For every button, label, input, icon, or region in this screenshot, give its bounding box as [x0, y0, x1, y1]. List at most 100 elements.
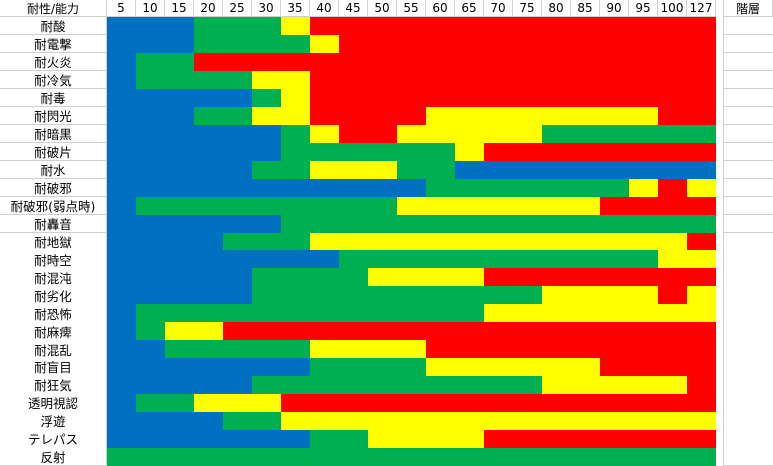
header-level: 5: [107, 0, 136, 17]
header-level: 60: [426, 0, 455, 17]
row-label: 耐電撃: [0, 34, 107, 54]
rating-cell: [107, 250, 339, 269]
row-label: 耐麻痺: [0, 322, 107, 341]
rating-cell: [310, 34, 339, 54]
rating-cell: [194, 52, 716, 72]
row-label: 耐破片: [0, 142, 107, 162]
rating-cell: [426, 358, 600, 377]
rating-cell: [107, 394, 136, 413]
row-label: 耐混乱: [0, 340, 107, 359]
rating-cell: [107, 358, 310, 377]
header-level: 85: [571, 0, 600, 17]
rating-cell: [339, 124, 397, 144]
header-level: 30: [252, 0, 281, 17]
tier-cell: [724, 196, 773, 216]
tier-cell: [724, 52, 773, 72]
rating-cell: [136, 70, 252, 90]
rating-cell: [368, 430, 484, 449]
rating-cell: [281, 394, 716, 413]
rating-cell: [107, 196, 136, 216]
rating-cell: [252, 106, 310, 126]
rating-cell: [658, 250, 716, 269]
rating-cell: [484, 142, 716, 162]
rating-cell: [658, 286, 687, 305]
header-floor: 階層: [724, 0, 773, 17]
rating-cell: [194, 34, 310, 54]
header-level: 75: [513, 0, 542, 17]
header-level: 65: [455, 0, 484, 17]
row-label: 耐狂気: [0, 376, 107, 395]
rating-cell: [107, 232, 223, 251]
row-label: 耐冷気: [0, 70, 107, 90]
rating-cell: [252, 88, 281, 108]
header-corner: 耐性/能力: [0, 0, 107, 17]
tier-cell: [724, 286, 773, 305]
rating-cell: [107, 178, 426, 198]
rating-cell: [629, 178, 658, 198]
rating-cell: [281, 124, 310, 144]
rating-cell: [107, 214, 281, 233]
rating-cell: [136, 394, 194, 413]
header-level: 127: [687, 0, 716, 17]
rating-cell: [107, 268, 252, 287]
tier-cell: [724, 268, 773, 287]
rating-cell: [339, 34, 716, 54]
rating-cell: [165, 322, 223, 341]
rating-cell: [223, 412, 281, 431]
rating-cell: [281, 412, 716, 431]
row-label: 耐時空: [0, 250, 107, 269]
tier-cell: [724, 304, 773, 323]
rating-cell: [310, 70, 716, 90]
rating-cell: [281, 142, 455, 162]
header-level: 70: [484, 0, 513, 17]
rating-cell: [194, 394, 281, 413]
rating-cell: [252, 376, 542, 395]
rating-cell: [252, 268, 368, 287]
rating-cell: [687, 178, 716, 198]
rating-cell: [687, 376, 716, 395]
rating-cell: [426, 106, 658, 126]
rating-cell: [542, 376, 687, 395]
row-label: 耐地獄: [0, 232, 107, 251]
rating-cell: [107, 88, 252, 108]
row-label: 耐暗黒: [0, 124, 107, 144]
row-label: 反射: [0, 448, 107, 466]
tier-cell: [724, 322, 773, 341]
rating-cell: [368, 268, 484, 287]
grid-line: [723, 0, 724, 466]
header-level: 80: [542, 0, 571, 17]
tier-cell: [724, 430, 773, 449]
header-level: 10: [136, 0, 165, 17]
row-label: テレパス: [0, 430, 107, 449]
header-level: 15: [165, 0, 194, 17]
rating-cell: [107, 70, 136, 90]
tier-cell: [724, 376, 773, 395]
rating-cell: [600, 358, 716, 377]
header-level: 40: [310, 0, 339, 17]
rating-cell: [687, 232, 716, 251]
rating-cell: [136, 304, 484, 323]
rating-cell: [281, 17, 310, 36]
header-level: 45: [339, 0, 368, 17]
tier-cell: [724, 70, 773, 90]
rating-cell: [107, 286, 252, 305]
tier-cell: [724, 250, 773, 269]
row-label: 耐破邪(弱点時): [0, 196, 107, 216]
rating-cell: [136, 322, 165, 341]
rating-cell: [107, 17, 194, 36]
row-label: 耐酸: [0, 17, 107, 36]
rating-cell: [310, 88, 716, 108]
rating-cell: [281, 214, 716, 233]
rating-cell: [107, 448, 716, 466]
tier-cell: [724, 124, 773, 144]
rating-cell: [281, 88, 310, 108]
row-label: 耐轟音: [0, 214, 107, 233]
header-level: 35: [281, 0, 310, 17]
rating-cell: [136, 52, 194, 72]
tier-cell: [724, 412, 773, 431]
rating-cell: [252, 286, 542, 305]
rating-cell: [310, 160, 397, 180]
rating-cell: [484, 268, 716, 287]
rating-cell: [107, 52, 136, 72]
row-label: 耐破邪: [0, 178, 107, 198]
